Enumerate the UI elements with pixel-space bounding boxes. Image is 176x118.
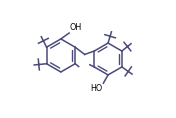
Text: HO: HO: [90, 84, 103, 93]
Text: OH: OH: [69, 23, 82, 32]
